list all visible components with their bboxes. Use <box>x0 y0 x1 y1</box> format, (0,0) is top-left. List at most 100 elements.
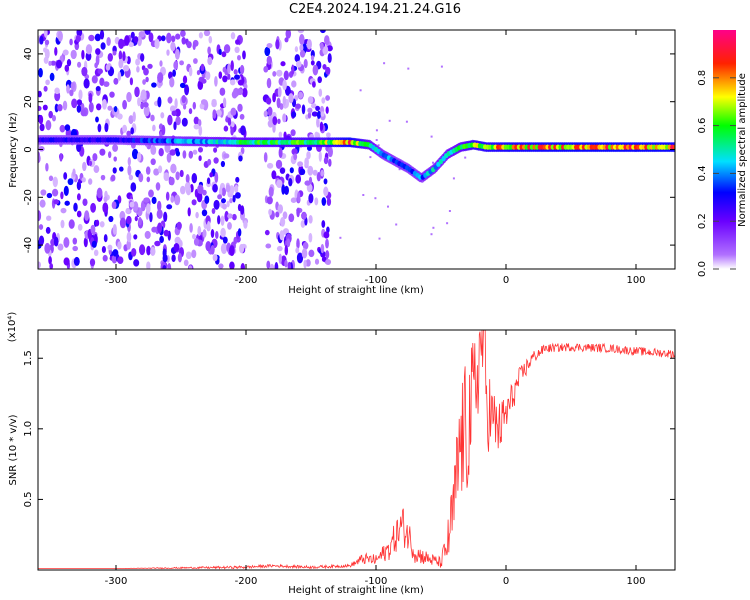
noise-cell <box>163 172 170 182</box>
noise-cell <box>162 254 168 263</box>
noise-cell <box>272 123 276 133</box>
noise-cell <box>107 52 113 62</box>
noise-cell <box>172 69 176 77</box>
noise-cell <box>305 259 311 267</box>
noise-cell <box>103 196 108 203</box>
noise-cell <box>325 66 331 75</box>
colorbar-tick-label: 0.2 <box>697 213 708 229</box>
noise-cell <box>175 171 180 181</box>
noise-cell <box>42 104 48 111</box>
noise-cell <box>312 64 319 76</box>
noise-cell <box>38 224 44 230</box>
noise-cell <box>310 60 315 66</box>
noise-cell <box>96 103 102 111</box>
noise-cell <box>187 207 191 217</box>
noise-cell <box>263 66 269 73</box>
noise-cell <box>132 201 139 212</box>
noise-cell <box>127 165 132 176</box>
noise-cell <box>310 55 315 61</box>
noise-cell <box>230 126 234 136</box>
noise-cell <box>66 84 70 94</box>
noise-dot <box>430 233 433 236</box>
noise-cell <box>59 153 63 162</box>
noise-cell <box>180 185 186 195</box>
noise-cell <box>72 237 78 245</box>
noise-cell <box>134 86 140 98</box>
noise-cell <box>325 238 329 249</box>
noise-cell <box>221 198 226 204</box>
noise-cell <box>237 203 242 212</box>
noise-cell <box>265 97 272 105</box>
noise-cell <box>214 75 218 87</box>
noise-cell <box>157 96 162 108</box>
chart-title: C2E4.2024.194.21.24.G16 <box>288 2 462 17</box>
noise-cell <box>183 259 189 267</box>
noise-cell <box>278 131 283 138</box>
noise-cell <box>89 258 96 267</box>
noise-cell <box>212 183 218 193</box>
noise-cell <box>68 219 75 229</box>
noise-cell <box>174 194 181 206</box>
snr-x-axis-label: Height of straight line (km) <box>288 585 424 596</box>
noise-cell <box>107 151 112 159</box>
noise-cell <box>223 44 231 54</box>
noise-cell <box>237 228 242 237</box>
noise-cell <box>326 197 332 207</box>
noise-cell <box>233 236 238 245</box>
noise-cell <box>53 199 60 205</box>
noise-cell <box>271 170 277 180</box>
noise-cell <box>308 193 314 204</box>
noise-cell <box>63 237 70 248</box>
noise-cell <box>224 210 229 222</box>
noise-cell <box>159 235 164 244</box>
noise-cell <box>63 172 68 180</box>
noise-cell <box>77 223 83 231</box>
noise-cell <box>97 123 102 133</box>
noise-cell <box>161 124 166 136</box>
noise-cell <box>306 151 311 160</box>
noise-cell <box>237 103 243 112</box>
noise-cell <box>102 202 109 214</box>
snr-panel: -300 -200 -100 0 100 0.5 1.0 1.5 Height of str… <box>7 312 676 596</box>
noise-cell <box>294 54 301 63</box>
noise-cell <box>297 161 304 167</box>
noise-cell <box>191 249 197 259</box>
noise-dot <box>383 62 386 65</box>
noise-cell <box>320 243 325 254</box>
noise-cell <box>227 213 233 219</box>
noise-cell <box>169 149 176 156</box>
noise-cell <box>230 60 234 72</box>
noise-cell <box>197 146 204 153</box>
noise-cell <box>322 45 329 55</box>
noise-cell <box>266 260 271 269</box>
noise-dot <box>448 210 451 212</box>
noise-cell <box>197 184 204 194</box>
noise-cell <box>198 32 203 39</box>
noise-cell <box>181 95 187 104</box>
noise-cell <box>193 238 200 246</box>
noise-cell <box>39 199 46 208</box>
noise-cell <box>119 217 127 229</box>
noise-cell <box>243 220 248 229</box>
noise-cell <box>111 254 118 264</box>
noise-cell <box>38 210 42 222</box>
noise-cell <box>97 68 103 75</box>
noise-cell <box>176 221 182 230</box>
noise-cell <box>62 100 68 111</box>
noise-cell <box>101 245 106 254</box>
noise-cell <box>132 111 136 122</box>
noise-cell <box>307 107 313 114</box>
noise-cell <box>293 153 298 161</box>
noise-cell <box>227 222 232 230</box>
noise-cell <box>230 121 235 128</box>
noise-cell <box>76 193 81 201</box>
noise-cell <box>151 226 158 233</box>
noise-cell <box>146 176 151 183</box>
noise-cell <box>167 114 173 126</box>
noise-cell <box>135 58 141 66</box>
noise-cell <box>169 77 175 88</box>
colorbar-tick-label: 0.4 <box>697 165 708 181</box>
noise-cell <box>191 172 198 184</box>
noise-cell <box>323 231 330 239</box>
